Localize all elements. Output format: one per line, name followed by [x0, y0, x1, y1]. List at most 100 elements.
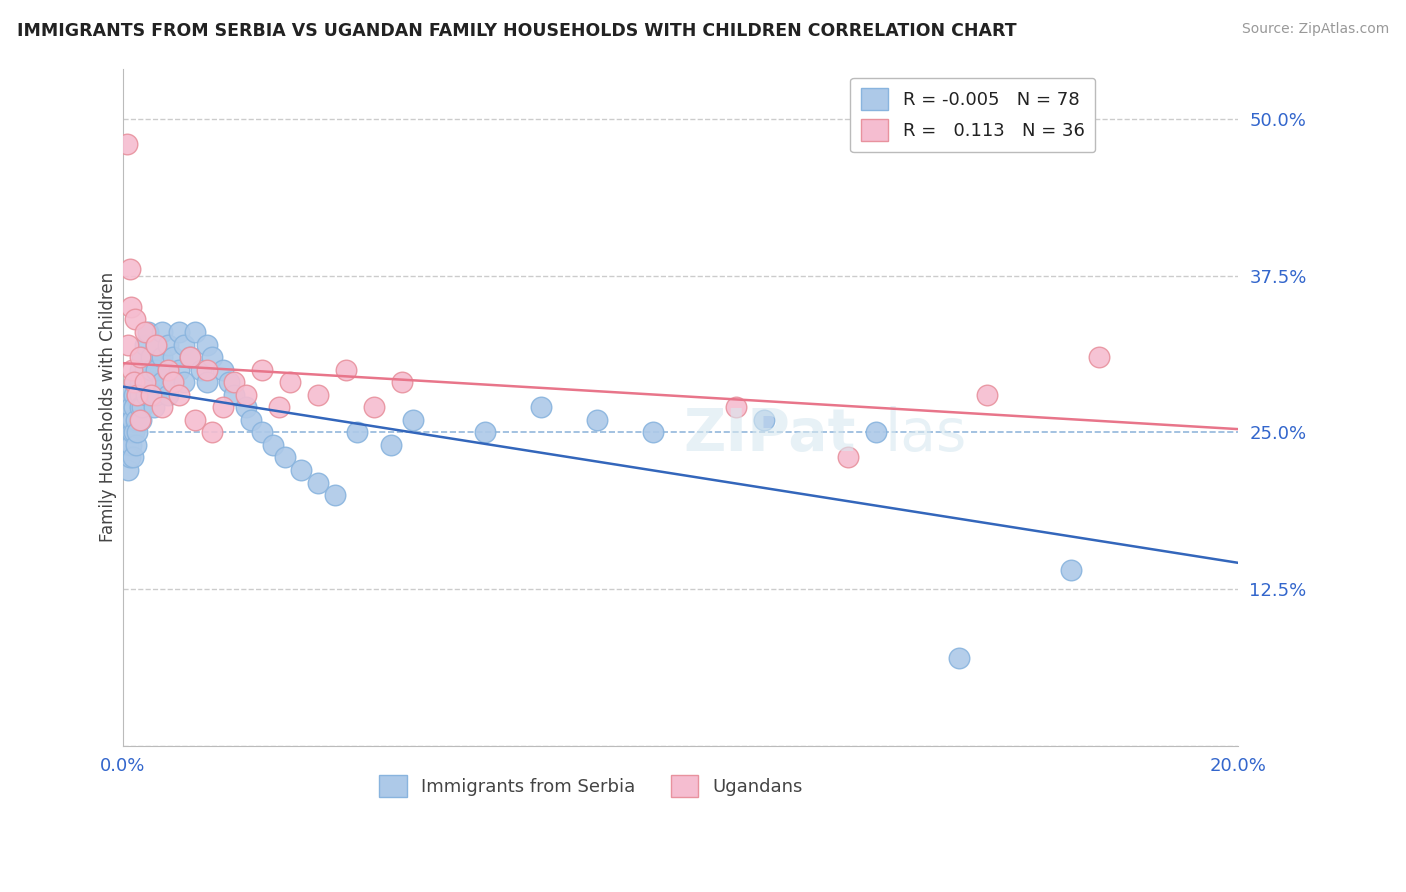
- Point: [530, 401, 553, 415]
- Point: [402, 413, 425, 427]
- Point: [474, 425, 496, 440]
- Point: [134, 375, 156, 389]
- Point: [145, 337, 167, 351]
- Point: [976, 387, 998, 401]
- Point: [307, 475, 329, 490]
- Point: [224, 387, 246, 401]
- Point: [212, 362, 235, 376]
- Point: [195, 362, 218, 376]
- Point: [156, 337, 179, 351]
- Point: [134, 375, 156, 389]
- Point: [162, 375, 184, 389]
- Point: [117, 337, 139, 351]
- Point: [252, 362, 274, 376]
- Point: [134, 337, 156, 351]
- Point: [139, 375, 162, 389]
- Point: [948, 651, 970, 665]
- Point: [173, 375, 195, 389]
- Point: [224, 375, 246, 389]
- Point: [586, 413, 609, 427]
- Point: [127, 425, 149, 440]
- Point: [201, 350, 224, 364]
- Point: [117, 438, 139, 452]
- Point: [184, 325, 207, 339]
- Point: [145, 337, 167, 351]
- Point: [184, 413, 207, 427]
- Text: Source: ZipAtlas.com: Source: ZipAtlas.com: [1241, 22, 1389, 37]
- Point: [145, 387, 167, 401]
- Point: [167, 387, 190, 401]
- Point: [865, 425, 887, 440]
- Point: [267, 401, 290, 415]
- Point: [218, 375, 240, 389]
- Point: [122, 450, 145, 465]
- Text: las: las: [884, 406, 967, 463]
- Point: [363, 401, 385, 415]
- Point: [380, 438, 402, 452]
- Point: [156, 362, 179, 376]
- Point: [139, 362, 162, 376]
- Text: ZIPat: ZIPat: [683, 406, 856, 463]
- Point: [128, 362, 150, 376]
- Point: [391, 375, 413, 389]
- Point: [129, 413, 152, 427]
- Point: [125, 438, 148, 452]
- Text: IMMIGRANTS FROM SERBIA VS UGANDAN FAMILY HOUSEHOLDS WITH CHILDREN CORRELATION CH: IMMIGRANTS FROM SERBIA VS UGANDAN FAMILY…: [17, 22, 1017, 40]
- Point: [150, 401, 173, 415]
- Point: [150, 325, 173, 339]
- Point: [118, 262, 141, 277]
- Point: [725, 401, 748, 415]
- Legend: Immigrants from Serbia, Ugandans: Immigrants from Serbia, Ugandans: [373, 768, 810, 805]
- Point: [117, 413, 139, 427]
- Point: [122, 425, 145, 440]
- Point: [212, 401, 235, 415]
- Point: [121, 425, 143, 440]
- Point: [837, 450, 859, 465]
- Point: [120, 401, 142, 415]
- Point: [120, 438, 142, 452]
- Point: [142, 401, 165, 415]
- Point: [145, 362, 167, 376]
- Point: [167, 362, 190, 376]
- Point: [641, 425, 664, 440]
- Point: [124, 312, 146, 326]
- Point: [156, 387, 179, 401]
- Point: [139, 350, 162, 364]
- Point: [122, 387, 145, 401]
- Point: [117, 387, 139, 401]
- Point: [201, 425, 224, 440]
- Point: [240, 413, 263, 427]
- Point: [125, 387, 148, 401]
- Point: [118, 425, 141, 440]
- Point: [131, 350, 153, 364]
- Point: [162, 375, 184, 389]
- Point: [335, 362, 357, 376]
- Point: [173, 337, 195, 351]
- Point: [754, 413, 776, 427]
- Point: [263, 438, 285, 452]
- Point: [120, 450, 142, 465]
- Point: [150, 350, 173, 364]
- Point: [252, 425, 274, 440]
- Point: [128, 350, 150, 364]
- Point: [128, 413, 150, 427]
- Point: [122, 375, 145, 389]
- Point: [124, 375, 146, 389]
- Point: [117, 136, 139, 151]
- Point: [139, 387, 162, 401]
- Point: [125, 387, 148, 401]
- Point: [1087, 350, 1109, 364]
- Point: [1060, 563, 1083, 577]
- Point: [120, 300, 142, 314]
- Point: [273, 450, 295, 465]
- Point: [167, 325, 190, 339]
- Point: [117, 463, 139, 477]
- Point: [156, 362, 179, 376]
- Point: [346, 425, 368, 440]
- Point: [121, 362, 143, 376]
- Point: [134, 325, 156, 339]
- Point: [136, 325, 159, 339]
- Point: [190, 362, 212, 376]
- Point: [128, 375, 150, 389]
- Point: [179, 350, 201, 364]
